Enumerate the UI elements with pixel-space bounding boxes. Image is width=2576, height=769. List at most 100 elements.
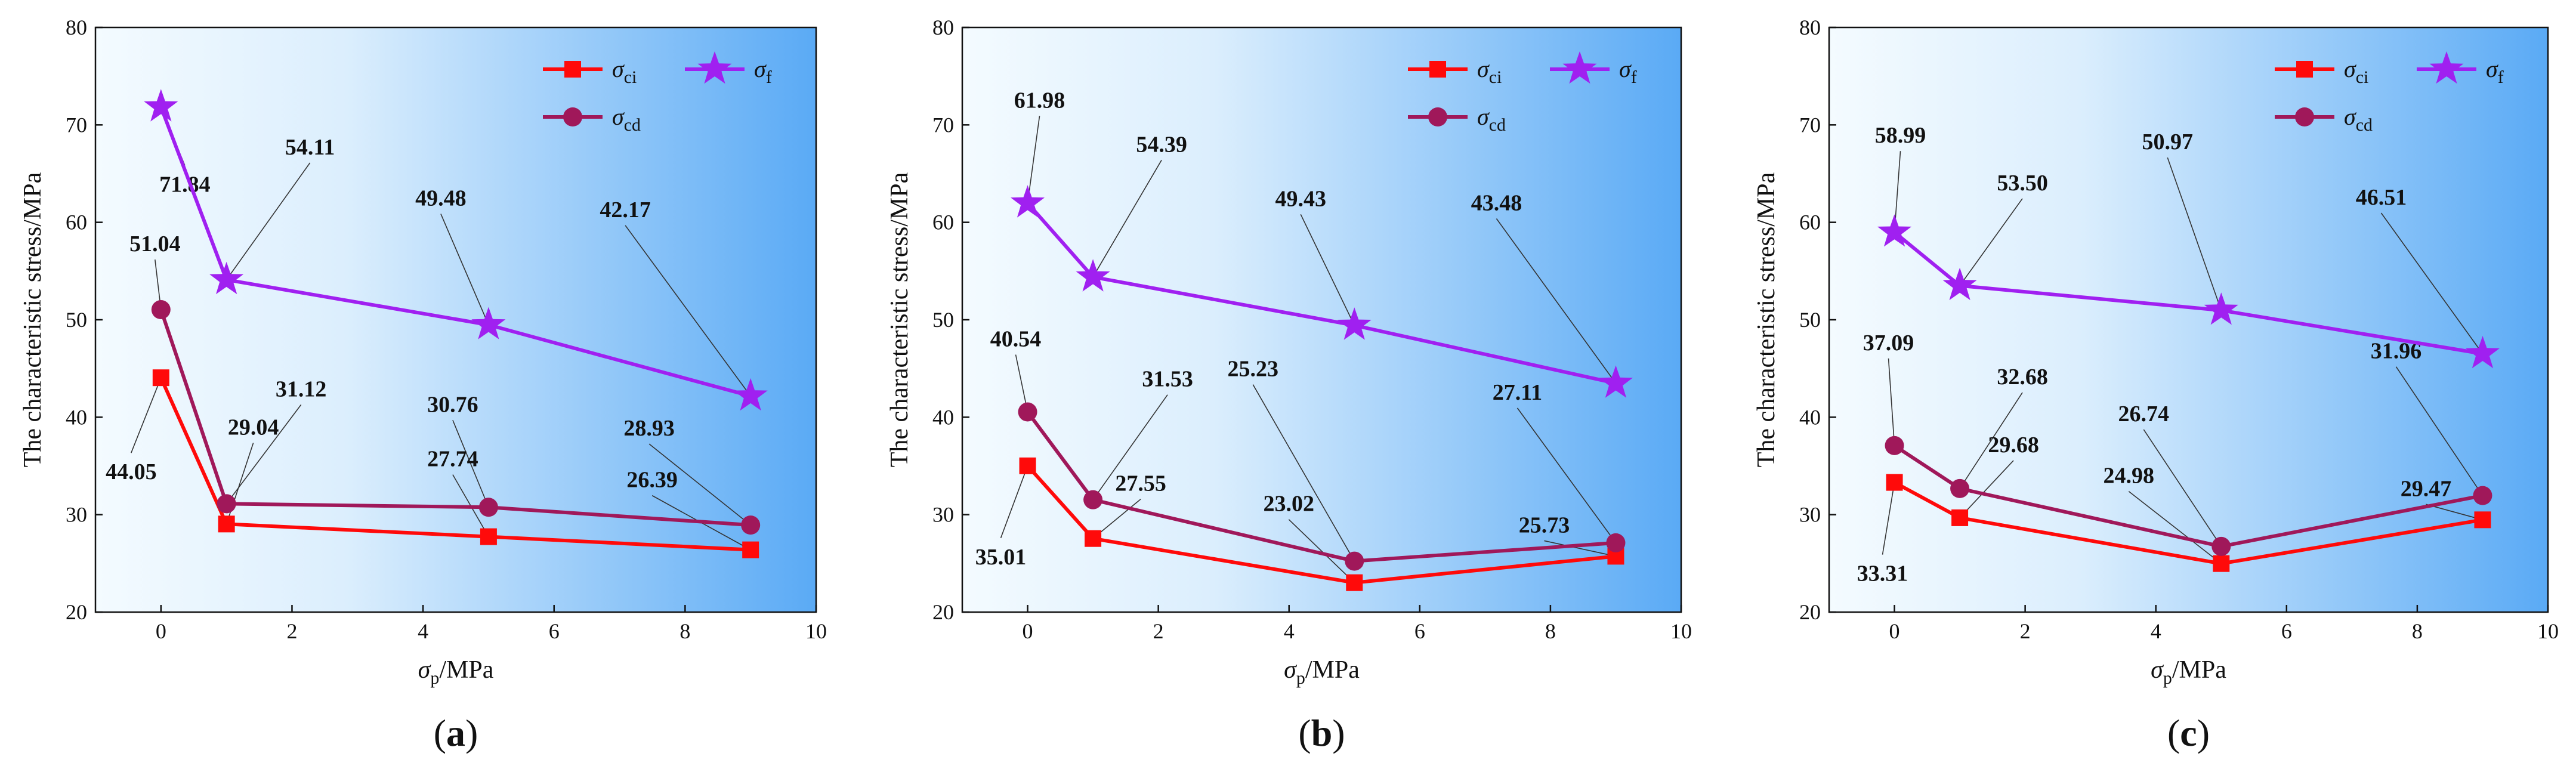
data-point-f: [1598, 365, 1633, 398]
x-axis-title: σp/MPa: [1284, 656, 1360, 688]
legend-label-f: σf: [2486, 55, 2504, 87]
x-tick-label: 4: [418, 619, 428, 643]
legend: σci σf σcd: [543, 51, 772, 135]
y-tick-label: 50: [932, 308, 954, 332]
data-point-f: [733, 378, 768, 411]
data-point-cd: [1083, 490, 1103, 509]
data-point-ci: [152, 369, 169, 387]
legend-marker-cd: [2295, 107, 2314, 126]
data-label-f: 71.84: [159, 172, 211, 197]
data-label-cd: 40.54: [990, 327, 1042, 352]
y-tick-label: 30: [1799, 503, 1821, 527]
series-line-cd: [1026, 410, 1616, 563]
leader-line: [2143, 429, 2222, 547]
data-label-cd: 32.68: [1997, 365, 2048, 390]
legend-marker-cd: [1428, 107, 1447, 126]
leader-line: [1888, 358, 1895, 446]
data-label-ci: 24.98: [2104, 464, 2155, 489]
leader-line: [1000, 465, 1028, 539]
legend-label-ci: σci: [612, 55, 637, 87]
leader-line: [1092, 394, 1168, 501]
x-tick-label: 0: [156, 619, 166, 643]
chart-panel-c: 0 2 4 6 8 10 20 30 40 50 60 70 80 The characteristic …: [1753, 16, 2559, 754]
data-label-f: 53.50: [1997, 171, 2048, 196]
leader-line: [648, 443, 751, 526]
data-label-f: 58.99: [1875, 123, 1926, 148]
y-tick-label: 80: [66, 16, 87, 39]
leader-line: [625, 225, 751, 397]
data-point-cd: [151, 300, 171, 320]
data-label-ci: 29.04: [228, 415, 279, 440]
y-tick-label: 70: [932, 113, 954, 137]
legend-label-cd: σcd: [1477, 103, 1506, 135]
data-label-cd: 30.76: [427, 392, 478, 417]
x-tick-label: 8: [2412, 619, 2423, 643]
data-label-cd: 31.12: [276, 376, 327, 402]
x-tick-label: 0: [1023, 619, 1033, 643]
data-point-ci: [480, 528, 497, 545]
legend-label-ci: σci: [2344, 55, 2368, 87]
legend: σci σf σcd: [1408, 51, 1637, 135]
leader-line: [2167, 157, 2222, 311]
series-line-ci: [1026, 464, 1616, 585]
data-label-f: 46.51: [2356, 185, 2407, 210]
legend-marker-ci: [564, 61, 581, 78]
data-label-f: 54.11: [285, 135, 335, 160]
legend-marker-f: [2429, 51, 2464, 84]
x-tick-label: 6: [1414, 619, 1425, 643]
leader-line: [1516, 407, 1617, 543]
data-label-f: 49.48: [415, 186, 467, 211]
data-label-cd: 31.53: [1142, 367, 1193, 392]
leader-line: [2380, 212, 2484, 354]
legend-label-f: σf: [1619, 55, 1637, 87]
data-point-ci: [218, 515, 235, 533]
y-tick-label: 70: [1799, 113, 1821, 137]
data-label-f: 54.39: [1136, 132, 1187, 157]
panel-label: (c): [2167, 712, 2210, 754]
leader-line: [1015, 354, 1028, 412]
y-tick-label: 30: [66, 503, 87, 527]
y-tick-label: 80: [1799, 16, 1821, 39]
leader-line: [1092, 159, 1162, 277]
y-tick-label: 30: [932, 503, 954, 527]
data-label-ci: 35.01: [975, 545, 1027, 570]
y-tick-label: 80: [932, 16, 954, 39]
x-tick-label: 10: [2537, 619, 2559, 643]
data-label-ci: 27.55: [1115, 471, 1166, 496]
leader-line: [1288, 519, 1355, 583]
series-line-f: [1893, 230, 2483, 356]
data-point-f: [1942, 267, 1977, 301]
x-axis-title: σp/MPa: [2151, 656, 2226, 688]
x-tick-label: 2: [1153, 619, 1164, 643]
leader-line: [1027, 116, 1040, 203]
data-label-cd: 27.11: [1493, 380, 1542, 405]
legend-label-f: σf: [754, 55, 772, 87]
y-tick-label: 50: [1799, 308, 1821, 332]
leader-line: [440, 214, 489, 325]
leader-line: [1496, 218, 1617, 384]
panel-label: (b): [1298, 712, 1345, 754]
x-tick-label: 2: [286, 619, 297, 643]
data-point-cd: [1345, 551, 1364, 571]
series-line-ci: [1894, 480, 2483, 566]
leader-line: [1544, 540, 1616, 557]
legend-label-ci: σci: [1477, 55, 1502, 87]
legend-marker-ci: [2296, 61, 2313, 78]
y-axis-title: The characteristic stress/MPa: [886, 172, 913, 467]
data-label-cd: 25.23: [1228, 357, 1279, 382]
x-tick-label: 4: [1284, 619, 1295, 643]
leader-line: [1959, 198, 2023, 286]
data-label-ci: 33.31: [1857, 561, 1908, 586]
y-axis-title: The characteristic stress/MPa: [1753, 172, 1780, 467]
plot-area: [1829, 27, 2548, 612]
leader-line: [452, 419, 489, 508]
y-tick-label: 60: [66, 211, 87, 234]
data-point-ci: [742, 541, 759, 558]
series-line-cd: [1893, 444, 2484, 548]
data-point-cd: [1018, 402, 1037, 422]
y-tick-label: 40: [1799, 405, 1821, 429]
data-point-cd: [478, 498, 498, 517]
data-label-ci: 27.74: [427, 447, 478, 472]
leader-line: [2426, 504, 2483, 521]
